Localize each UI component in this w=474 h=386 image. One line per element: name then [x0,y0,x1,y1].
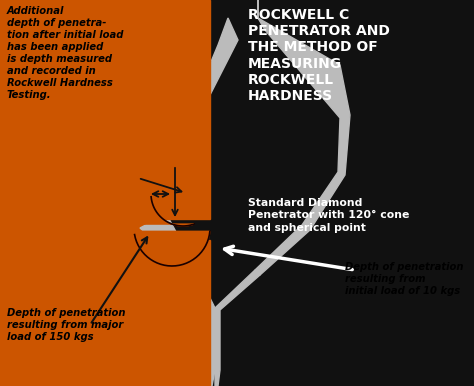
Polygon shape [0,197,194,226]
Polygon shape [0,231,210,266]
Bar [210,0,474,386]
Text: Depth of penetration
resulting from
initial load of 10 kgs: Depth of penetration resulting from init… [345,262,464,296]
Text: Additional
depth of penetra-
tion after initial load
has been applied
is depth m: Additional depth of penetra- tion after … [7,6,123,100]
Text: Depth of penetration
resulting from major
load of 150 kgs: Depth of penetration resulting from majo… [7,308,126,342]
Polygon shape [155,0,350,386]
Bar [0,0,210,386]
Polygon shape [212,270,260,386]
Polygon shape [140,18,238,386]
Polygon shape [255,0,350,275]
Text: Standard Diamond
Penetrator with 120° cone
and spherical point: Standard Diamond Penetrator with 120° co… [248,198,410,233]
Text: ROCKWELL C
PENETRATOR AND
THE METHOD OF
MEASURING
ROCKWELL
HARDNESS: ROCKWELL C PENETRATOR AND THE METHOD OF … [248,8,390,103]
Polygon shape [0,240,210,386]
Polygon shape [0,0,210,219]
